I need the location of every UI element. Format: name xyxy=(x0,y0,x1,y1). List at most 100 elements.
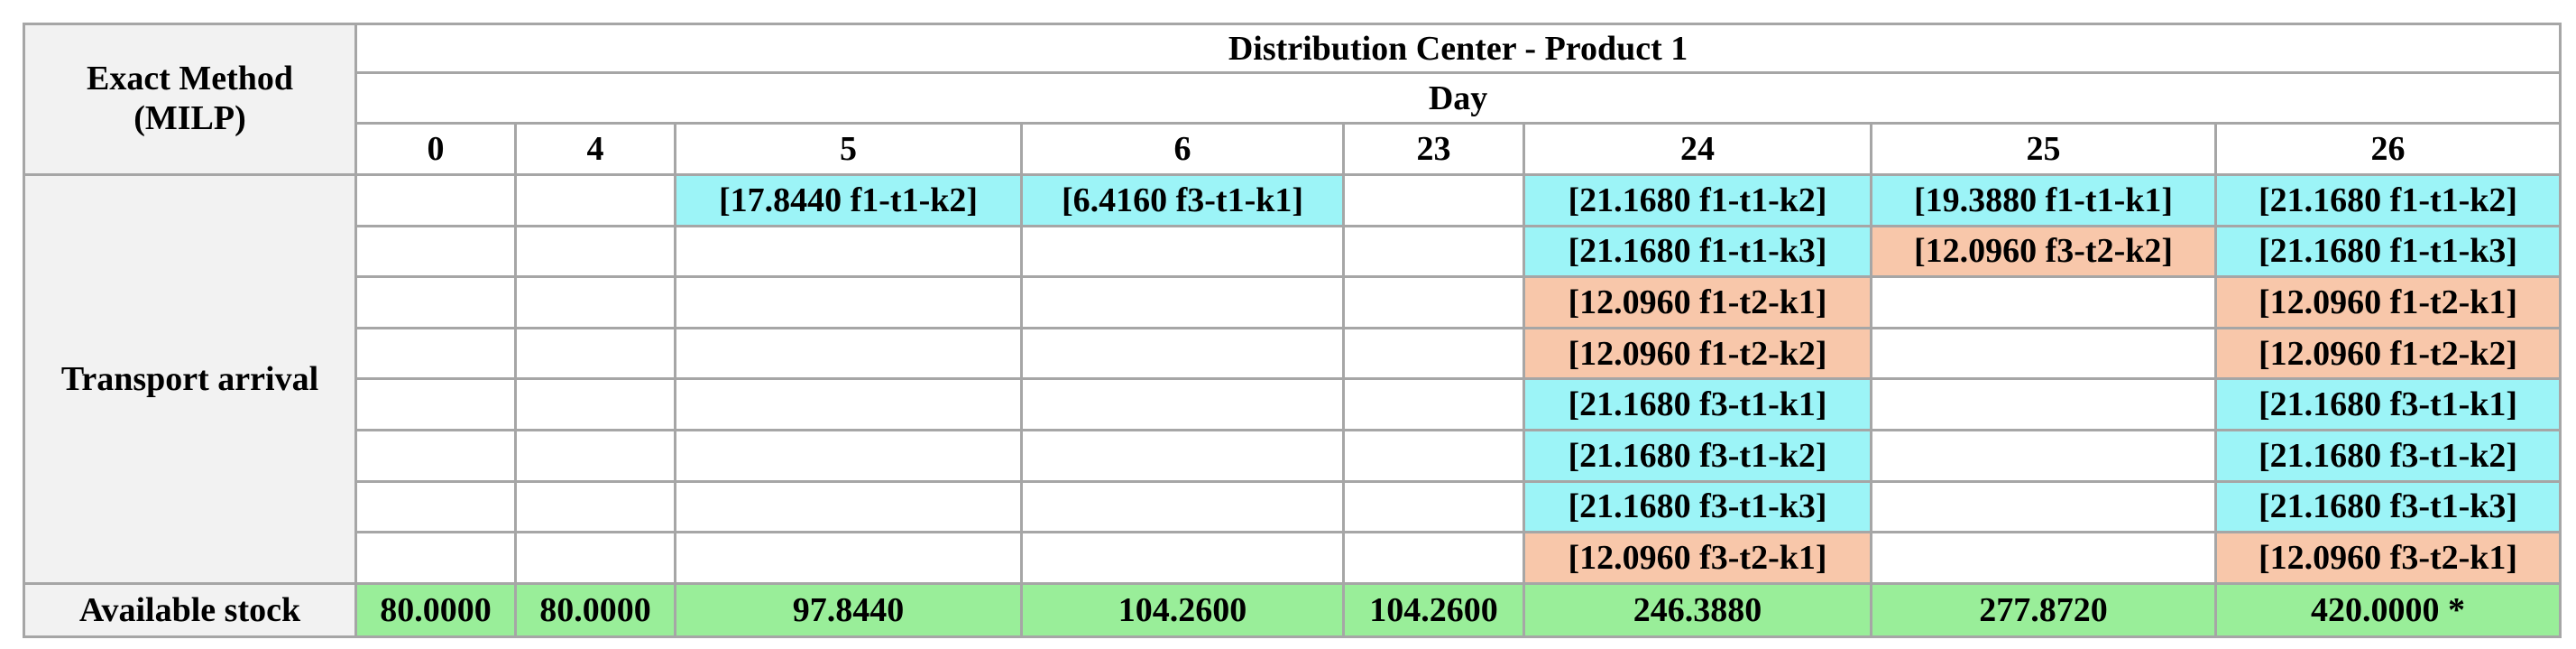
empty-cell xyxy=(674,326,1023,381)
transport-cell: [21.1680 f1-t1-k2] xyxy=(1523,173,1872,227)
transport-cell: [12.0960 f3-t2-k1] xyxy=(1523,531,1872,585)
empty-cell xyxy=(514,275,676,329)
row-label: Transport arrival xyxy=(23,173,357,585)
empty-cell xyxy=(1870,377,2217,431)
table-row: [12.0960 f1-t2-k2] [12.0960 f1-t2-k2] xyxy=(24,326,2562,381)
stock-cell: 97.8440 xyxy=(674,581,1023,638)
empty-cell xyxy=(354,173,517,227)
empty-cell xyxy=(1020,275,1345,329)
stock-cell: 104.2600 xyxy=(1342,581,1525,638)
stock-cell: 277.8720 xyxy=(1870,581,2217,638)
transport-cell: [21.1680 f3-t1-k3] xyxy=(1523,479,1872,534)
empty-cell xyxy=(1342,479,1525,534)
empty-cell xyxy=(1342,377,1525,431)
empty-cell xyxy=(1870,275,2217,329)
sub-header: Day xyxy=(354,71,2562,125)
empty-cell xyxy=(1020,428,1345,483)
empty-cell xyxy=(514,326,676,381)
transport-cell: [12.0960 f3-t2-k1] xyxy=(2213,531,2562,585)
transport-cell: [21.1680 f1-t1-k3] xyxy=(2213,224,2562,279)
table-row: [12.0960 f3-t2-k1] [12.0960 f3-t2-k1] xyxy=(24,531,2562,585)
empty-cell xyxy=(514,377,676,431)
empty-cell xyxy=(1870,326,2217,381)
stock-cell: 420.0000 * xyxy=(2213,581,2562,638)
transport-cell: [12.0960 f1-t2-k2] xyxy=(1523,326,1872,381)
empty-cell xyxy=(1020,224,1345,279)
transport-cell: [6.4160 f3-t1-k1] xyxy=(1020,173,1345,227)
stock-cell: 246.3880 xyxy=(1523,581,1872,638)
table-row: Available stock 80.0000 80.0000 97.8440 104.… xyxy=(23,581,2562,638)
table-row: [21.1680 f3-t1-k2] [21.1680 f3-t1-k2] xyxy=(24,428,2562,483)
table-row: Exact Method (MILP) Distribution Center - … xyxy=(23,23,2562,176)
transport-cell: [12.0960 f1-t2-k2] xyxy=(2213,326,2562,381)
empty-cell xyxy=(1870,531,2217,585)
empty-cell xyxy=(514,224,676,279)
empty-cell xyxy=(354,224,517,279)
transport-cell: [21.1680 f1-t1-k2] xyxy=(2213,173,2562,227)
empty-cell xyxy=(1342,531,1525,585)
method-header: Exact Method (MILP) xyxy=(23,23,357,176)
empty-cell xyxy=(1870,428,2217,483)
transport-cell: [21.1680 f3-t1-k1] xyxy=(1523,377,1872,431)
empty-cell xyxy=(1020,479,1345,534)
empty-cell xyxy=(1870,479,2217,534)
day-header: 26 xyxy=(2213,122,2562,176)
empty-cell xyxy=(674,428,1023,483)
row-label: Available stock xyxy=(23,581,357,638)
table-row: Transport arrival [17.8440 f1-t1-k2] [6.41… xyxy=(23,173,2562,585)
transport-cell: [19.3880 f1-t1-k1] xyxy=(1870,173,2217,227)
table-row: 0 4 5 6 23 24 25 26 xyxy=(24,122,2562,176)
transport-cell: [12.0960 f1-t2-k1] xyxy=(1523,275,1872,329)
table-row: [21.1680 f3-t1-k1] [21.1680 f3-t1-k1] xyxy=(24,377,2562,431)
empty-cell xyxy=(514,173,676,227)
day-header: 5 xyxy=(674,122,1023,176)
table-body: Exact Method (MILP) Distribution Center - … xyxy=(23,23,2562,638)
empty-cell xyxy=(674,275,1023,329)
empty-cell xyxy=(674,531,1023,585)
table-row: Day xyxy=(24,71,2562,125)
empty-cell xyxy=(1342,173,1525,227)
day-header: 4 xyxy=(514,122,676,176)
transport-cell: [21.1680 f3-t1-k2] xyxy=(1523,428,1872,483)
stock-cell: 80.0000 xyxy=(514,581,676,638)
empty-cell xyxy=(674,224,1023,279)
method-title: (MILP) xyxy=(133,99,246,137)
empty-cell xyxy=(354,428,517,483)
method-title: Exact Method xyxy=(86,60,294,98)
transport-cell: [21.1680 f1-t1-k3] xyxy=(1523,224,1872,279)
empty-cell xyxy=(674,377,1023,431)
day-header: 23 xyxy=(1342,122,1525,176)
empty-cell xyxy=(514,428,676,483)
transport-cell: [17.8440 f1-t1-k2] xyxy=(674,173,1023,227)
results-table: Exact Method (MILP) Distribution Center - … xyxy=(23,23,2562,638)
empty-cell xyxy=(1020,326,1345,381)
day-header: 0 xyxy=(354,122,517,176)
empty-cell xyxy=(354,326,517,381)
transport-cell: [21.1680 f3-t1-k2] xyxy=(2213,428,2562,483)
empty-cell xyxy=(514,479,676,534)
empty-cell xyxy=(354,531,517,585)
day-header: 24 xyxy=(1523,122,1872,176)
table-row: [21.1680 f1-t1-k3] [12.0960 f3-t2-k2] [21.… xyxy=(24,224,2562,279)
transport-cell: [21.1680 f3-t1-k3] xyxy=(2213,479,2562,534)
empty-cell xyxy=(1342,224,1525,279)
empty-cell xyxy=(354,275,517,329)
group-header: Distribution Center - Product 1 xyxy=(354,23,2562,74)
table-row: [21.1680 f3-t1-k3] [21.1680 f3-t1-k3] xyxy=(24,479,2562,534)
empty-cell xyxy=(1342,275,1525,329)
day-header: 25 xyxy=(1870,122,2217,176)
transport-cell: [21.1680 f3-t1-k1] xyxy=(2213,377,2562,431)
stock-cell: 80.0000 xyxy=(354,581,517,638)
transport-cell: [12.0960 f1-t2-k1] xyxy=(2213,275,2562,329)
empty-cell xyxy=(1342,326,1525,381)
empty-cell xyxy=(514,531,676,585)
empty-cell xyxy=(1020,377,1345,431)
empty-cell xyxy=(1342,428,1525,483)
stock-cell: 104.2600 xyxy=(1020,581,1345,638)
day-header: 6 xyxy=(1020,122,1345,176)
transport-cell: [12.0960 f3-t2-k2] xyxy=(1870,224,2217,279)
empty-cell xyxy=(354,377,517,431)
table-row: [12.0960 f1-t2-k1] [12.0960 f1-t2-k1] xyxy=(24,275,2562,329)
empty-cell xyxy=(674,479,1023,534)
